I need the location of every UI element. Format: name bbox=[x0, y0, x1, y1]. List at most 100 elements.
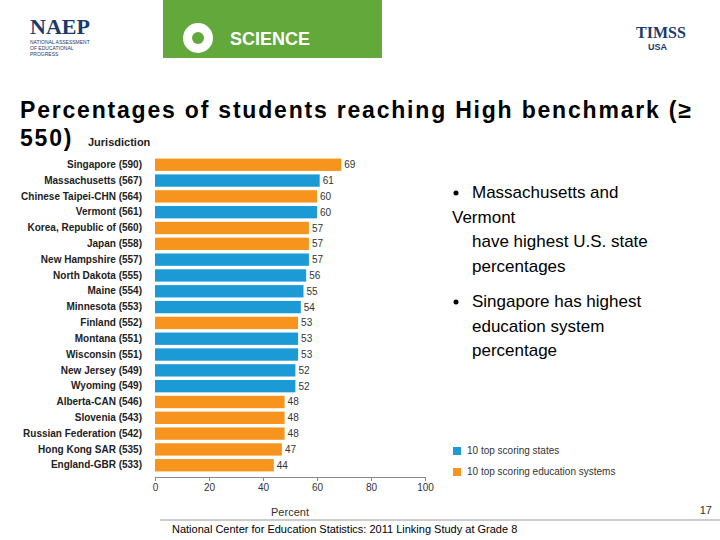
y-axis: Singapore (590) Massachusetts (567) Chines… bbox=[21, 159, 145, 471]
bar bbox=[155, 301, 301, 313]
y-tick: Vermont (561) bbox=[76, 206, 145, 217]
y-tick-label: Alberta-CAN (546) bbox=[56, 396, 142, 407]
y-tick: Slovenia (543) bbox=[75, 412, 145, 423]
data-label: 60 bbox=[320, 191, 332, 202]
y-tick-label: Vermont (561) bbox=[76, 206, 142, 217]
data-label: 55 bbox=[307, 286, 319, 297]
y-tick: Wyoming (549) bbox=[71, 380, 145, 391]
bar bbox=[155, 333, 298, 345]
x-tick-mark bbox=[155, 477, 156, 481]
x-tick-mark bbox=[425, 477, 426, 481]
x-tick: 40 bbox=[258, 477, 270, 493]
y-tick-label: Massachusetts (567) bbox=[44, 175, 142, 186]
legend-label: 10 top scoring states bbox=[467, 445, 559, 456]
header-band bbox=[163, 0, 382, 58]
y-tick: Singapore (590) bbox=[67, 159, 145, 170]
y-tick: Japan (558) bbox=[87, 238, 145, 249]
x-axis: 0 20 40 60 80 100 bbox=[153, 477, 435, 493]
y-tick-label: North Dakota (555) bbox=[53, 270, 142, 281]
y-tick-label: New Jersey (549) bbox=[61, 365, 142, 376]
bar bbox=[155, 427, 285, 439]
y-tick: Montana (551) bbox=[75, 333, 145, 344]
x-tick-label: 60 bbox=[312, 482, 324, 493]
data-label: 57 bbox=[312, 254, 324, 265]
y-tick: New Jersey (549) bbox=[61, 365, 145, 376]
header: SCIENCENAEPNATIONAL ASSESSMENTOF EDUCATI… bbox=[30, 0, 686, 58]
x-tick-label: 40 bbox=[258, 482, 270, 493]
y-tick: Finland (552) bbox=[80, 317, 145, 328]
x-tick: 80 bbox=[366, 477, 378, 493]
y-tick-label: Japan (558) bbox=[87, 238, 142, 249]
y-axis-title: Jurisdiction bbox=[88, 136, 151, 148]
bar bbox=[155, 269, 306, 281]
bar bbox=[155, 459, 274, 471]
legend-label: 10 top scoring education systems bbox=[467, 466, 615, 477]
naep-logo: NAEP bbox=[30, 14, 90, 39]
bullet-text: percentages bbox=[472, 257, 566, 276]
y-tick-label: England-GBR (533) bbox=[51, 459, 142, 470]
data-label: 61 bbox=[323, 175, 335, 186]
legend: 10 top scoring states 10 top scoring educ… bbox=[453, 445, 615, 477]
data-label: 47 bbox=[285, 444, 297, 455]
bar bbox=[155, 222, 309, 234]
y-tick: England-GBR (533) bbox=[51, 459, 145, 470]
y-tick: New Hampshire (557) bbox=[41, 254, 145, 265]
bar bbox=[155, 174, 320, 186]
y-tick-label: Wyoming (549) bbox=[71, 380, 142, 391]
bar bbox=[155, 206, 317, 218]
slide: SCIENCENAEPNATIONAL ASSESSMENTOF EDUCATI… bbox=[0, 0, 720, 540]
bullet-text: education system bbox=[472, 317, 604, 336]
timss-subtitle: USA bbox=[648, 42, 668, 52]
bullet-text: Massachusetts and bbox=[472, 183, 618, 202]
data-label: 57 bbox=[312, 223, 324, 234]
x-tick: 60 bbox=[312, 477, 324, 493]
y-tick-label: Montana (551) bbox=[75, 333, 142, 344]
bar bbox=[155, 253, 309, 265]
y-tick: Maine (554) bbox=[88, 285, 145, 296]
x-axis-title: Percent bbox=[271, 506, 309, 518]
subject-label: SCIENCE bbox=[230, 29, 310, 49]
bar bbox=[155, 364, 295, 376]
bar bbox=[155, 380, 295, 392]
y-tick: Minnesota (553) bbox=[66, 301, 145, 312]
bar bbox=[155, 348, 298, 360]
bar bbox=[155, 238, 309, 250]
data-label: 53 bbox=[301, 349, 313, 360]
bar bbox=[155, 317, 298, 329]
x-tick-label: 0 bbox=[153, 482, 159, 493]
data-label: 54 bbox=[304, 302, 316, 313]
data-label: 48 bbox=[288, 396, 300, 407]
data-label: 56 bbox=[309, 270, 321, 281]
naep-subtitle: PROGRESS bbox=[30, 51, 59, 57]
y-tick-label: Korea, Republic of (560) bbox=[28, 222, 142, 233]
x-axis-line bbox=[156, 478, 426, 482]
bullet-text: Vermont bbox=[452, 208, 516, 227]
page-number: 17 bbox=[700, 504, 712, 516]
bar bbox=[155, 190, 317, 202]
x-tick-mark bbox=[263, 477, 264, 481]
y-tick-label: Finland (552) bbox=[80, 317, 142, 328]
science-icon-core bbox=[192, 32, 204, 44]
y-tick-label: Maine (554) bbox=[88, 285, 142, 296]
data-label: 57 bbox=[312, 238, 324, 249]
y-tick: Wisconsin (551) bbox=[66, 349, 145, 360]
data-label: 60 bbox=[320, 207, 332, 218]
science-icon bbox=[183, 23, 213, 53]
bullet-text: percentage bbox=[472, 341, 557, 360]
bullet-dot bbox=[454, 300, 459, 305]
x-tick-mark bbox=[371, 477, 372, 481]
x-tick-label: 20 bbox=[204, 482, 216, 493]
legend-swatch bbox=[453, 447, 461, 455]
y-tick-label: Singapore (590) bbox=[67, 159, 142, 170]
bar bbox=[155, 412, 285, 424]
y-tick-label: Minnesota (553) bbox=[66, 301, 142, 312]
x-tick: 20 bbox=[204, 477, 216, 493]
bar bbox=[155, 443, 282, 455]
x-tick-mark bbox=[209, 477, 210, 481]
y-tick: Alberta-CAN (546) bbox=[56, 396, 145, 407]
y-tick: Chinese Taipei-CHN (564) bbox=[21, 191, 145, 202]
bar bbox=[155, 159, 341, 171]
data-label: 69 bbox=[344, 159, 356, 170]
y-tick: Russian Federation (542) bbox=[23, 428, 145, 439]
x-tick: 100 bbox=[417, 477, 434, 493]
